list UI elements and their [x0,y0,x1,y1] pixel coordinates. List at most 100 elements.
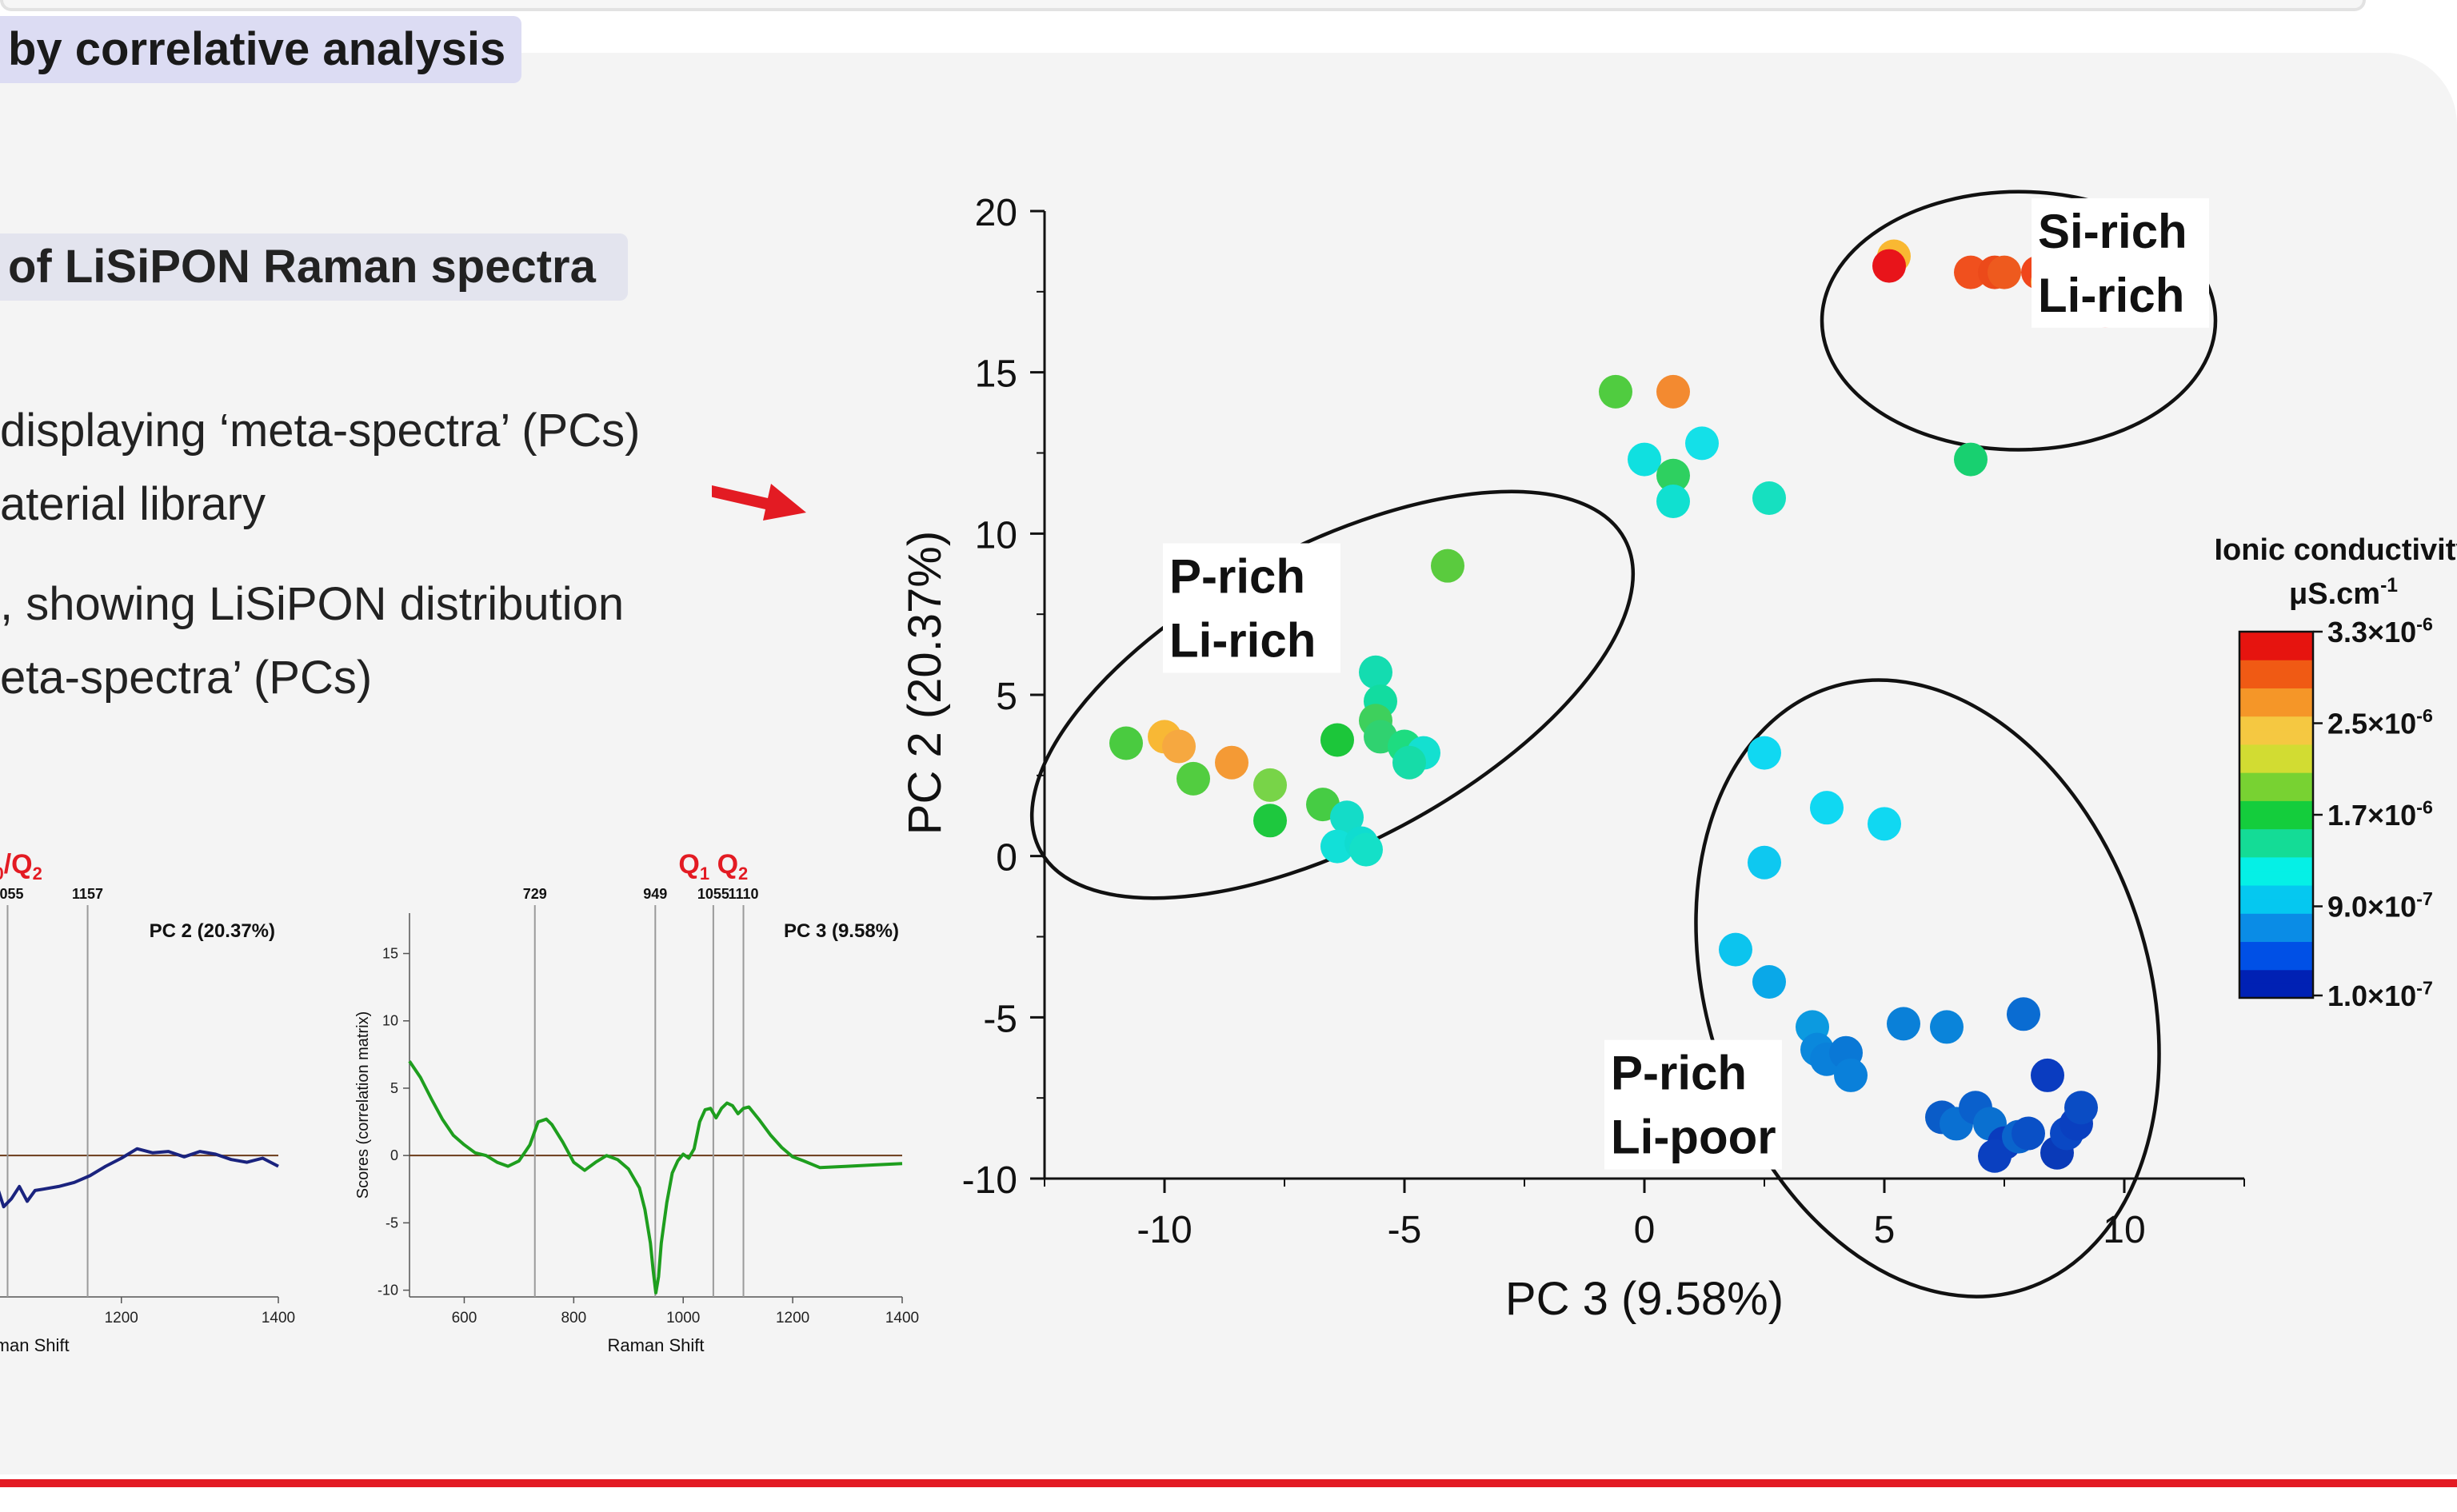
data-point [1253,804,1287,838]
region-label-background [1604,1039,1782,1170]
bullet-line-3: , showing LiSiPON distribution [0,578,625,630]
region-label: Li-rich [2038,269,2184,322]
data-point [1656,374,1690,409]
colorbar-step [2239,744,2313,760]
data-point [1177,761,1210,796]
data-point [1162,729,1196,764]
slide-heading: by correlative analysis [0,16,522,83]
data-point [1656,485,1690,518]
spectrum-line [0,1147,279,1209]
y-tick-label: 10 [382,1013,398,1029]
x-axis-label: PC 3 (9.58%) [1505,1273,1784,1325]
colorbar-step [2239,969,2313,984]
x-tick-label: -10 [1137,1209,1192,1251]
top-strip [0,0,2366,11]
data-point [1752,481,1786,515]
red-arrow-icon [712,484,806,521]
legend-title: Ionic conductivity [2214,533,2457,567]
y-tick-label: -5 [983,998,1017,1040]
data-point [1954,442,1988,477]
x-tick-label: 1400 [262,1310,295,1326]
colorbar-step [2239,815,2313,830]
cluster-ellipse [1029,489,1636,900]
y-tick-label: 15 [975,353,1017,396]
data-point [1748,845,1781,880]
colorbar-step [2239,673,2313,688]
data-point [1868,807,1901,841]
peak-label: 949 [643,886,667,902]
colorbar-step [2239,828,2313,844]
colorbar-step [2239,758,2313,773]
region-label-background [1163,543,1340,673]
data-point [1320,723,1354,757]
colorbar-tick-label: 1.0×10-7 [2327,978,2433,1012]
colorbar-step [2239,645,2313,660]
region-label: Si-rich [2038,205,2187,258]
colorbar-tick-label: 2.5×10-6 [2327,705,2433,740]
spectrum-title: PC 2 (20.37%) [150,920,275,942]
y-tick-label: -10 [378,1283,398,1299]
y-tick-label: -10 [962,1159,1017,1202]
accent-line [0,1479,2457,1487]
data-point [2064,1091,2098,1125]
x-tick-label: 0 [1634,1209,1656,1251]
colorbar-step [2239,899,2313,914]
data-point [1954,255,1988,289]
data-point [1887,1007,1920,1041]
data-point [1748,736,1781,770]
region-label: Li-poor [1611,1111,1776,1164]
x-tick-label: 600 [452,1310,477,1326]
bullet-line-1: displaying ‘meta-spectra’ (PCs) [0,405,641,457]
colorbar-step [2239,843,2313,858]
data-point [1599,374,1632,409]
data-point [1392,745,1426,780]
data-point [2031,1058,2064,1092]
y-tick-label: 15 [382,946,398,962]
data-point [1253,768,1287,802]
colorbar-tick-label: 3.3×10-6 [2327,614,2433,648]
data-point [1834,1058,1868,1092]
y-axis-label: PC 2 (20.37%) [899,531,951,835]
q-species-label: Q0/Q2 [0,849,42,884]
colorbar-step [2239,716,2313,731]
bullet-line-2: aterial library [0,478,266,530]
pca-scores-scatter: 20 15 10 5 0 -5 -10 -10 -5 0 5 10 PC 3 (9.58%) PC 2 (… [899,189,2457,1325]
data-point [1431,549,1464,583]
colorbar-step [2239,800,2313,816]
peak-label: 1055 [0,886,23,902]
colorbar-step [2239,955,2313,971]
y-tick-label: 5 [390,1080,398,1096]
colorbar-step [2239,702,2313,717]
x-tick-label: -5 [1388,1209,1422,1251]
q-species-label: Q1 Q2 [678,849,748,884]
x-tick-label: 1200 [105,1310,138,1326]
data-point [1685,426,1719,461]
spectrum-title: PC 3 (9.58%) [784,920,899,942]
colorbar-step [2239,786,2313,801]
x-tick-label: 5 [1874,1209,1896,1251]
data-point [1330,800,1364,835]
colorbar-tick-label: 1.7×10-6 [2327,797,2433,832]
data-point [1719,932,1752,967]
colorbar-step [2239,885,2313,900]
data-point [1359,655,1392,689]
spectrum-line [408,1060,903,1295]
data-point [1930,1010,1964,1044]
data-point [1810,791,1844,825]
y-tick-label: -5 [386,1215,398,1231]
slide-subheading: of LiSiPON Raman spectra [0,233,628,301]
y-tick-label: 10 [975,514,1017,557]
colorbar-step [2239,871,2313,886]
colorbar-step [2239,730,2313,745]
colorbar-step [2239,688,2313,703]
peak-label: 1157 [72,886,103,902]
y-axis-label: Scores (correlation matrix) [354,1011,372,1199]
data-point [1656,458,1690,493]
x-tick-label: 800 [561,1310,586,1326]
data-point [1628,442,1661,477]
data-point [1215,745,1248,780]
y-tick-label: 20 [975,192,1017,234]
x-axis-label: Raman Shift [607,1335,704,1355]
